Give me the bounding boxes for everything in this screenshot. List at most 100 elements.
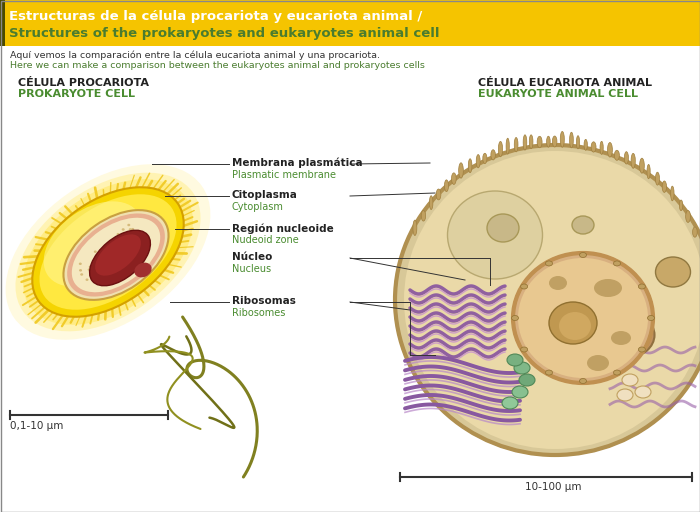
Ellipse shape <box>43 201 142 287</box>
Ellipse shape <box>518 258 648 378</box>
Ellipse shape <box>147 242 150 244</box>
Ellipse shape <box>647 164 650 179</box>
Ellipse shape <box>608 142 612 157</box>
Text: Here we can make a comparison between the eukaryotes animal and prokaryotes cell: Here we can make a comparison between th… <box>10 61 425 70</box>
Ellipse shape <box>6 164 211 340</box>
Text: Structures of the prokaryotes and eukaryotes animal cell: Structures of the prokaryotes and eukary… <box>9 27 440 40</box>
Ellipse shape <box>97 270 100 273</box>
Ellipse shape <box>138 261 141 264</box>
Ellipse shape <box>523 135 527 150</box>
Ellipse shape <box>436 189 441 200</box>
Ellipse shape <box>549 302 597 344</box>
Ellipse shape <box>686 210 690 222</box>
Ellipse shape <box>671 186 674 201</box>
Ellipse shape <box>104 248 106 251</box>
Text: Núcleo: Núcleo <box>232 252 272 262</box>
Text: EUKARYOTE ANIMAL CELL: EUKARYOTE ANIMAL CELL <box>478 89 638 99</box>
Ellipse shape <box>513 253 653 383</box>
Text: Nucleus: Nucleus <box>232 264 271 274</box>
Ellipse shape <box>519 374 535 386</box>
Ellipse shape <box>122 232 125 234</box>
Ellipse shape <box>99 265 102 267</box>
Ellipse shape <box>131 228 134 230</box>
Ellipse shape <box>648 315 654 321</box>
Ellipse shape <box>104 265 106 267</box>
Ellipse shape <box>487 214 519 242</box>
Ellipse shape <box>552 136 557 147</box>
Ellipse shape <box>638 284 645 289</box>
Ellipse shape <box>404 151 700 449</box>
Ellipse shape <box>452 173 456 184</box>
Ellipse shape <box>122 240 125 242</box>
Ellipse shape <box>512 386 528 398</box>
Ellipse shape <box>138 265 141 267</box>
Ellipse shape <box>413 220 417 236</box>
Text: Aquí vemos la comparación entre la célula eucariota animal y una procariota.: Aquí vemos la comparación entre la célul… <box>10 50 380 59</box>
Ellipse shape <box>529 135 533 148</box>
Ellipse shape <box>680 200 682 210</box>
Ellipse shape <box>498 141 503 157</box>
Ellipse shape <box>64 210 169 300</box>
Ellipse shape <box>615 150 620 160</box>
Ellipse shape <box>117 233 120 236</box>
Text: Nudeoid zone: Nudeoid zone <box>232 235 299 245</box>
Ellipse shape <box>547 136 550 147</box>
Ellipse shape <box>572 216 594 234</box>
Ellipse shape <box>591 142 596 152</box>
Ellipse shape <box>600 141 603 154</box>
Ellipse shape <box>587 355 609 371</box>
Ellipse shape <box>507 354 523 366</box>
Ellipse shape <box>655 257 690 287</box>
Ellipse shape <box>421 210 426 221</box>
Ellipse shape <box>545 370 552 375</box>
Ellipse shape <box>617 389 633 401</box>
Ellipse shape <box>118 244 121 247</box>
Ellipse shape <box>576 136 580 149</box>
Text: Estructuras de la célula procariota y eucariota animal /: Estructuras de la célula procariota y eu… <box>9 10 422 23</box>
Ellipse shape <box>129 228 132 231</box>
Ellipse shape <box>99 253 102 256</box>
Ellipse shape <box>94 250 97 253</box>
Ellipse shape <box>67 214 165 296</box>
Ellipse shape <box>108 257 111 260</box>
Ellipse shape <box>117 260 120 263</box>
Ellipse shape <box>429 196 433 209</box>
Text: CÉLULA EUCARIOTA ANIMAL: CÉLULA EUCARIOTA ANIMAL <box>478 78 652 88</box>
FancyBboxPatch shape <box>0 46 700 512</box>
Ellipse shape <box>521 284 528 289</box>
Ellipse shape <box>79 263 82 265</box>
Ellipse shape <box>692 227 697 237</box>
Ellipse shape <box>32 187 183 317</box>
Ellipse shape <box>132 240 136 243</box>
Ellipse shape <box>512 315 519 321</box>
Ellipse shape <box>655 172 659 185</box>
Text: CÉLULA PROCARIOTA: CÉLULA PROCARIOTA <box>18 78 149 88</box>
Text: PROKARYOTE CELL: PROKARYOTE CELL <box>18 89 135 99</box>
Ellipse shape <box>138 252 141 254</box>
Ellipse shape <box>395 145 700 455</box>
Ellipse shape <box>134 249 136 251</box>
Ellipse shape <box>537 136 542 148</box>
Ellipse shape <box>85 279 88 281</box>
Ellipse shape <box>15 173 200 331</box>
Ellipse shape <box>570 132 573 148</box>
Ellipse shape <box>580 252 587 258</box>
Ellipse shape <box>545 261 552 266</box>
Ellipse shape <box>90 230 150 286</box>
Ellipse shape <box>640 158 644 173</box>
Ellipse shape <box>662 181 666 193</box>
Ellipse shape <box>549 276 567 290</box>
Ellipse shape <box>89 266 92 268</box>
Ellipse shape <box>635 386 651 398</box>
Ellipse shape <box>624 152 629 164</box>
FancyBboxPatch shape <box>0 0 5 46</box>
Ellipse shape <box>483 153 487 164</box>
Text: Cytoplasm: Cytoplasm <box>232 202 284 212</box>
Ellipse shape <box>39 194 176 310</box>
FancyBboxPatch shape <box>0 0 700 46</box>
Ellipse shape <box>94 264 97 266</box>
Text: Membrana plasmática: Membrana plasmática <box>232 158 363 168</box>
Ellipse shape <box>506 138 510 154</box>
Text: Plasmatic membrane: Plasmatic membrane <box>232 170 336 180</box>
Ellipse shape <box>622 374 638 386</box>
